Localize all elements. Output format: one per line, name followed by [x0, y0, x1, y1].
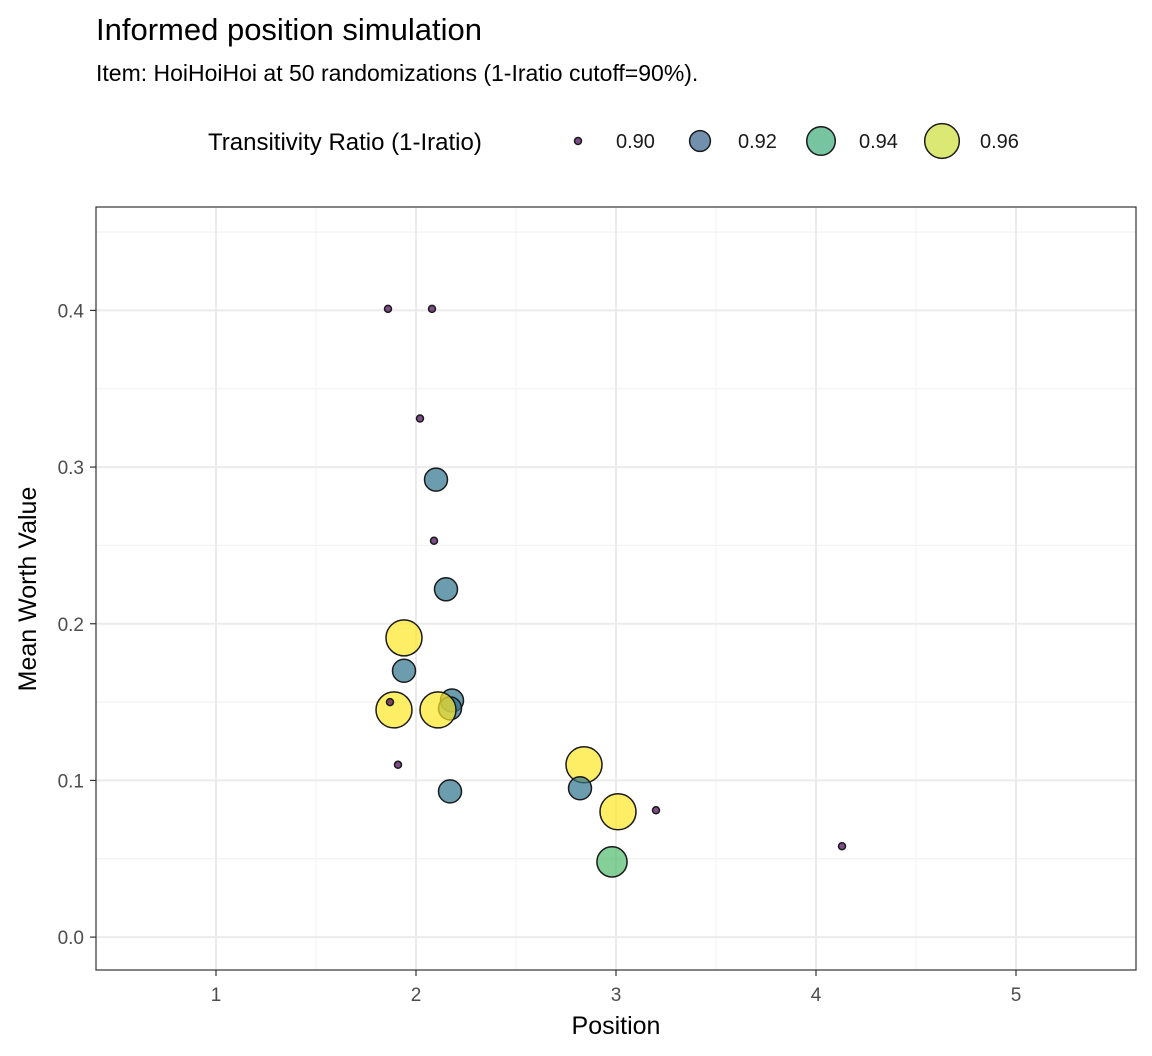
legend-key: [923, 122, 961, 160]
data-point: [385, 697, 395, 707]
data-point: [429, 536, 439, 545]
y-axis: 0.0 0.1 0.2 0.3 0.4: [58, 301, 96, 949]
data-point: [651, 805, 661, 815]
legend-key: [573, 136, 583, 146]
legend: Transitivity Ratio (1-Iratio) 0.90 0.92 0.…: [208, 122, 1019, 160]
data-point: [433, 577, 459, 602]
x-tick-label: 3: [611, 985, 622, 1006]
x-axis: 1 2 3 4 5: [211, 970, 1022, 1006]
data-point: [596, 846, 628, 878]
data-point: [837, 841, 847, 851]
data-point: [391, 658, 417, 683]
plot-panel: [95, 206, 1137, 971]
data-point: [385, 619, 423, 657]
data-point: [567, 776, 593, 801]
data-point: [437, 779, 463, 804]
data-points: [375, 304, 847, 878]
y-tick-label: 0.4: [58, 301, 85, 322]
x-tick-label: 1: [211, 985, 222, 1006]
legend-label: 0.92: [738, 131, 777, 153]
legend-label: 0.96: [980, 131, 1019, 153]
gridlines: [96, 207, 1136, 970]
data-point: [427, 304, 437, 314]
data-point: [419, 691, 457, 729]
x-tick-label: 2: [411, 985, 422, 1006]
y-tick-label: 0.0: [58, 928, 84, 949]
data-point: [375, 691, 413, 729]
x-tick-label: 5: [1011, 985, 1022, 1006]
x-axis-label: Position: [572, 1012, 661, 1040]
data-point: [423, 467, 449, 492]
legend-label: 0.94: [859, 131, 898, 153]
data-point: [415, 414, 425, 423]
legend-key: [688, 129, 712, 153]
x-tick-label: 4: [811, 985, 822, 1006]
y-axis-label: Mean Worth Value: [14, 487, 42, 692]
data-point: [393, 760, 403, 770]
legend-label: 0.90: [616, 131, 655, 153]
chart-subtitle: Item: HoiHoiHoi at 50 randomizations (1-…: [96, 60, 698, 86]
y-tick-label: 0.2: [58, 615, 84, 636]
chart-title: Informed position simulation: [96, 12, 482, 47]
y-tick-label: 0.3: [58, 458, 84, 479]
data-point: [599, 793, 637, 831]
legend-title: Transitivity Ratio (1-Iratio): [208, 129, 482, 156]
y-tick-label: 0.1: [58, 771, 84, 792]
legend-key: [805, 125, 837, 157]
data-point: [383, 304, 393, 314]
